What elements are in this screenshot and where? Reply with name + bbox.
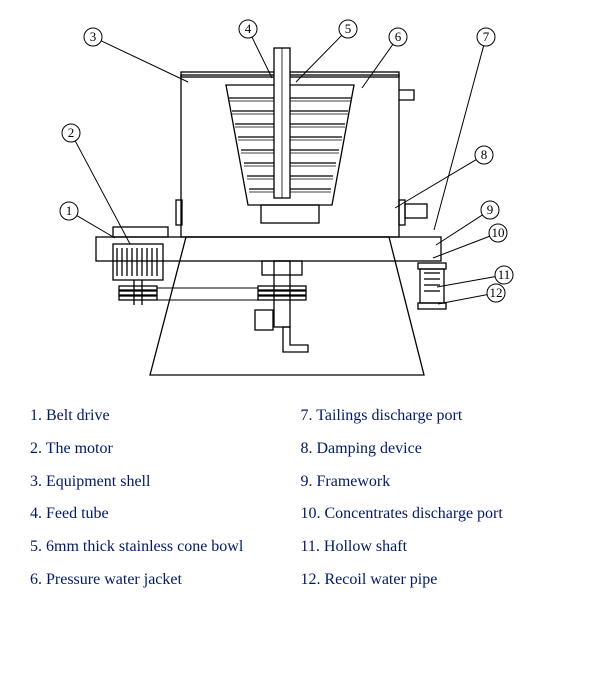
legend-item-12: 12. Recoil water pipe [301, 564, 572, 597]
callout-number-8: 8 [481, 147, 488, 162]
callout-number-10: 10 [492, 225, 505, 240]
callout-number-4: 4 [245, 21, 252, 36]
legend-item-4: 4. Feed tube [30, 498, 301, 531]
callout-leader-6 [362, 44, 393, 88]
legend: 1. Belt drive2. The motor3. Equipment sh… [0, 395, 601, 617]
callout-leader-11 [437, 277, 495, 287]
callout-number-3: 3 [90, 29, 97, 44]
legend-item-5: 5. 6mm thick stainless cone bowl [30, 531, 301, 564]
callout-leader-1 [77, 216, 115, 238]
callout-number-2: 2 [68, 125, 75, 140]
callout-leader-3 [101, 41, 188, 82]
legend-item-11: 11. Hollow shaft [301, 531, 572, 564]
equipment-diagram: 123456789101112 [0, 0, 601, 395]
legend-item-3: 3. Equipment shell [30, 466, 301, 499]
legend-item-10: 10. Concentrates discharge port [301, 498, 572, 531]
legend-item-2: 2. The motor [30, 433, 301, 466]
callout-number-6: 6 [395, 29, 402, 44]
callout-number-5: 5 [345, 21, 352, 36]
legend-item-1: 1. Belt drive [30, 400, 301, 433]
callout-number-9: 9 [487, 202, 494, 217]
callout-number-12: 12 [490, 285, 503, 300]
legend-item-7: 7. Tailings discharge port [301, 400, 572, 433]
callout-leader-8 [395, 160, 476, 208]
callout-number-7: 7 [483, 29, 490, 44]
legend-right-column: 7. Tailings discharge port8. Damping dev… [301, 400, 572, 597]
callout-leader-2 [75, 141, 130, 244]
legend-item-9: 9. Framework [301, 466, 572, 499]
callout-leader-12 [438, 295, 487, 304]
belt-drive-icon [119, 280, 306, 305]
legend-left-column: 1. Belt drive2. The motor3. Equipment sh… [30, 400, 301, 597]
legend-item-8: 8. Damping device [301, 433, 572, 466]
motor-icon [113, 244, 163, 280]
legend-item-6: 6. Pressure water jacket [30, 564, 301, 597]
callout-leader-9 [436, 215, 482, 245]
callout-leader-7 [434, 46, 484, 230]
callout-number-11: 11 [498, 267, 511, 282]
callout-number-1: 1 [66, 203, 73, 218]
